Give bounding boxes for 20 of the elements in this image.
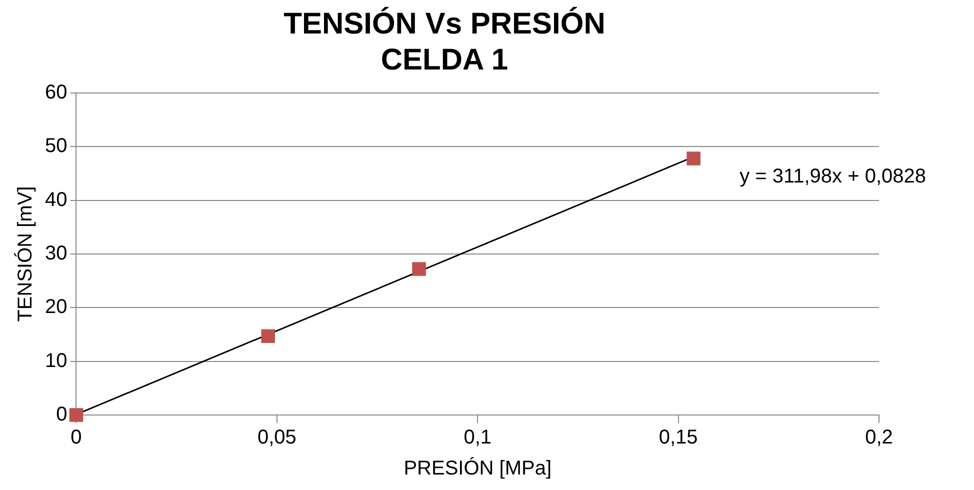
y-tick-label: 20 xyxy=(44,296,68,318)
y-tick-label: 50 xyxy=(44,135,68,158)
y-tick-label: 30 xyxy=(44,242,68,265)
text: CELDA 1 xyxy=(380,43,508,76)
x-tick-label: 0,15 xyxy=(658,426,698,449)
y-tick-label: 60 xyxy=(44,82,68,104)
annotation: y = 311,98x + 0,0828 xyxy=(740,165,926,188)
point xyxy=(412,262,426,276)
x-axis-title: PRESIÓN [MPa] xyxy=(404,456,552,480)
x-tick-label: 0 xyxy=(70,426,82,449)
x-tick-label: 0,1 xyxy=(464,426,492,449)
x-tick-label: 0,2 xyxy=(865,426,893,449)
point xyxy=(261,329,275,343)
text: TENSIÓN Vs PRESIÓN xyxy=(284,7,606,40)
y-tick-label: 0 xyxy=(56,404,68,426)
point xyxy=(686,152,700,166)
y-tick-label: 40 xyxy=(44,188,68,211)
x-tick-label: 0,05 xyxy=(257,426,296,449)
y-tick-label: 10 xyxy=(44,350,68,372)
y-axis-title: TENSIÓN [mV] xyxy=(14,186,37,322)
